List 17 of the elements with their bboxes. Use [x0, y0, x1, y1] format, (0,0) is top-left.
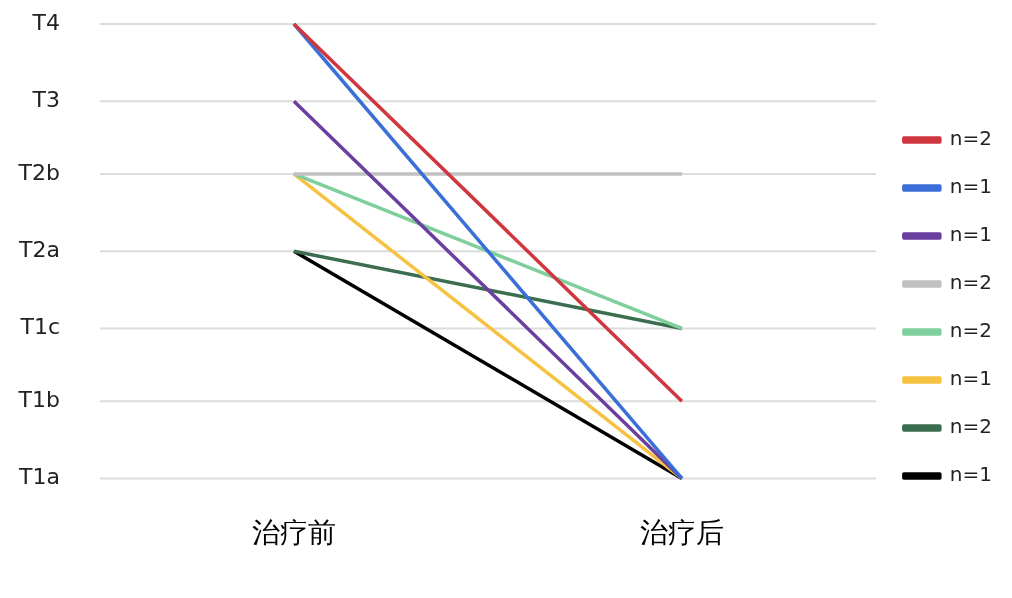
legend-label: n=1: [949, 174, 993, 199]
ref-line-label: T1c: [19, 314, 60, 340]
legend-label: n=2: [949, 270, 993, 295]
legend-label: n=1: [949, 462, 993, 487]
ref-line-label: T3: [31, 86, 60, 112]
legend-label: n=2: [949, 126, 993, 151]
legend-label: n=1: [949, 222, 993, 247]
ref-line-label: T4: [31, 9, 60, 35]
x-tick-label: 治疗后: [639, 516, 724, 550]
legend-label: n=1: [949, 366, 993, 391]
legend-label: n=2: [949, 414, 993, 439]
ref-line-label: T2a: [18, 236, 60, 262]
legend-label: n=2: [949, 318, 993, 343]
ref-line-label: T2b: [17, 159, 60, 185]
x-tick-label: 治疗前: [251, 516, 336, 550]
ref-line-label: T1a: [18, 464, 60, 490]
ref-line-label: T1b: [17, 386, 60, 412]
